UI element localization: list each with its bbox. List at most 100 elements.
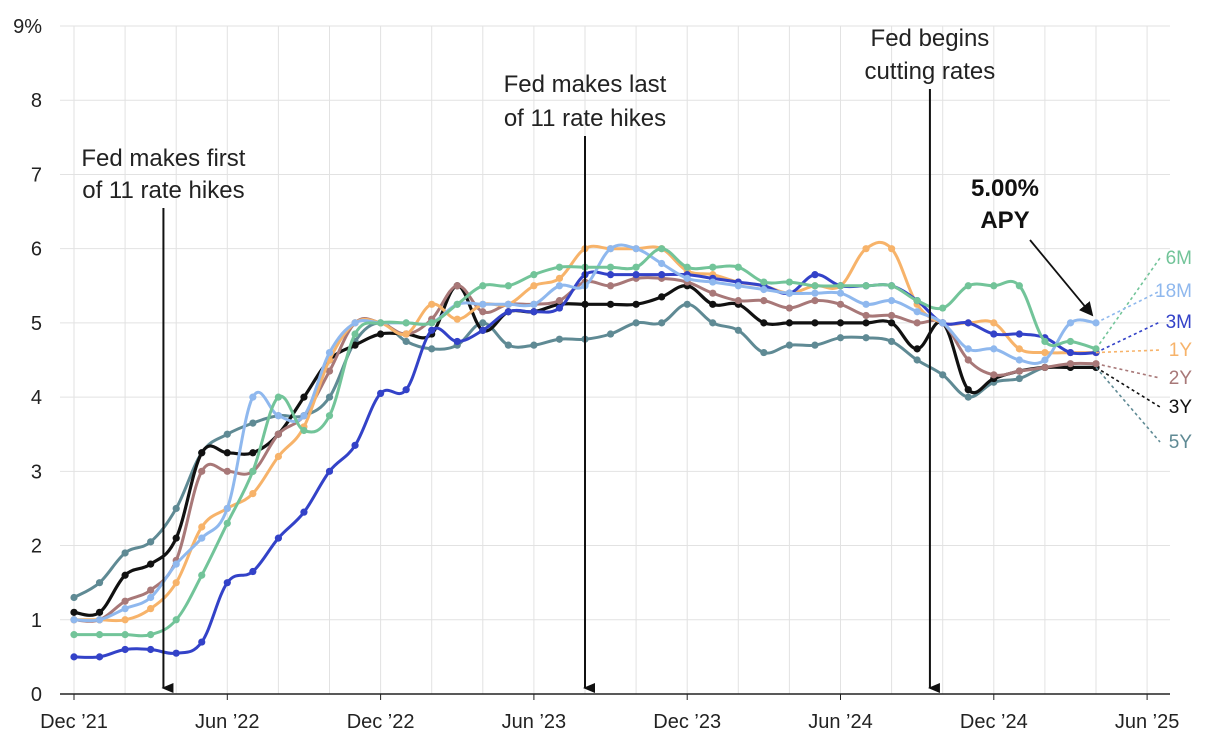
y-tick-label: 6 — [31, 239, 42, 261]
data-point — [555, 274, 564, 282]
data-point — [888, 282, 896, 290]
y-tick-label: 1 — [31, 610, 42, 632]
data-point — [402, 337, 410, 346]
y-tick-label: 4 — [31, 387, 42, 409]
data-point — [785, 304, 794, 312]
x-tick-label: Jun ’22 — [195, 711, 260, 733]
data-point — [683, 274, 691, 282]
data-point — [249, 449, 257, 457]
data-point — [70, 653, 78, 661]
data-point — [964, 393, 972, 401]
data-point — [555, 335, 564, 343]
data-point — [632, 245, 640, 253]
data-point — [939, 371, 947, 379]
x-tick-label: Jun ’25 — [1115, 711, 1180, 733]
data-point — [172, 560, 180, 568]
y-tick-label: 7 — [31, 164, 42, 186]
data-point — [198, 449, 206, 457]
data-point — [147, 538, 155, 546]
data-point — [1041, 363, 1049, 372]
data-point — [709, 300, 717, 308]
legend-item-6m: 6M — [1095, 248, 1192, 350]
data-point — [632, 271, 640, 279]
data-point — [121, 645, 129, 654]
annotation-text: of 11 rate hikes — [504, 105, 666, 132]
legend-leader — [1095, 362, 1161, 379]
data-point — [530, 308, 538, 316]
data-point — [632, 319, 640, 327]
annotation-text: of 11 rate hikes — [82, 177, 244, 204]
data-point — [734, 297, 742, 305]
data-point — [760, 285, 768, 294]
data-point — [760, 278, 768, 286]
data-point — [888, 311, 896, 320]
data-point — [836, 289, 845, 297]
legend-leader — [1095, 366, 1161, 408]
data-point — [70, 593, 78, 602]
data-point — [606, 330, 615, 338]
data-point — [888, 297, 896, 305]
data-point — [479, 319, 487, 327]
data-point — [658, 293, 666, 301]
data-point — [811, 271, 819, 279]
data-point — [198, 571, 206, 579]
legend-item-18m: 18M — [1095, 281, 1192, 324]
data-point — [1041, 356, 1049, 364]
data-point — [274, 430, 282, 438]
data-point — [658, 271, 666, 279]
callout-rate: 5.00% — [971, 175, 1039, 202]
data-point — [377, 330, 385, 338]
data-point — [888, 245, 896, 253]
data-point — [274, 534, 282, 542]
x-tick-label: Dec ’23 — [653, 711, 721, 733]
data-point — [939, 304, 947, 312]
data-point — [913, 319, 921, 327]
data-point — [428, 326, 436, 334]
data-point — [709, 263, 717, 271]
data-point — [249, 567, 257, 576]
data-point — [300, 426, 308, 435]
legend-label: 3Y — [1169, 397, 1193, 418]
data-point — [147, 586, 155, 594]
data-point — [121, 549, 129, 557]
data-point — [1041, 348, 1049, 357]
gridlines — [60, 25, 1170, 694]
annotation-2: Fed makes last of 11 rate hikes — [504, 71, 667, 693]
data-point — [913, 297, 921, 305]
annotation-text: cutting rates — [865, 58, 996, 85]
data-point — [325, 367, 334, 375]
data-point — [836, 319, 845, 327]
legend-label: 2Y — [1169, 368, 1193, 389]
data-point — [530, 341, 538, 349]
data-point — [530, 282, 538, 290]
data-point — [1066, 319, 1075, 327]
x-tick-label: Dec ’24 — [960, 711, 1028, 733]
data-point — [862, 311, 870, 320]
data-point — [862, 300, 870, 308]
data-point — [223, 504, 231, 513]
data-point — [147, 560, 155, 568]
data-point — [504, 282, 512, 290]
data-point — [402, 319, 410, 327]
data-point — [95, 608, 104, 616]
data-point — [658, 319, 666, 327]
data-point — [147, 605, 155, 613]
y-tick-label: 2 — [31, 536, 42, 558]
data-point — [121, 631, 129, 639]
data-point — [325, 393, 334, 401]
data-point — [479, 308, 487, 316]
data-point — [530, 271, 538, 279]
data-point — [95, 653, 104, 661]
x-tick-label: Dec ’21 — [40, 711, 108, 733]
y-tick-label: 3 — [31, 461, 42, 483]
series-6m — [70, 245, 1100, 639]
data-point — [785, 319, 794, 327]
legend-item-5y: 5Y — [1095, 366, 1192, 453]
data-point — [990, 371, 998, 379]
data-point — [811, 297, 819, 305]
data-point — [70, 608, 78, 616]
data-point — [351, 319, 359, 327]
data-point — [504, 341, 512, 349]
data-point — [147, 593, 155, 602]
